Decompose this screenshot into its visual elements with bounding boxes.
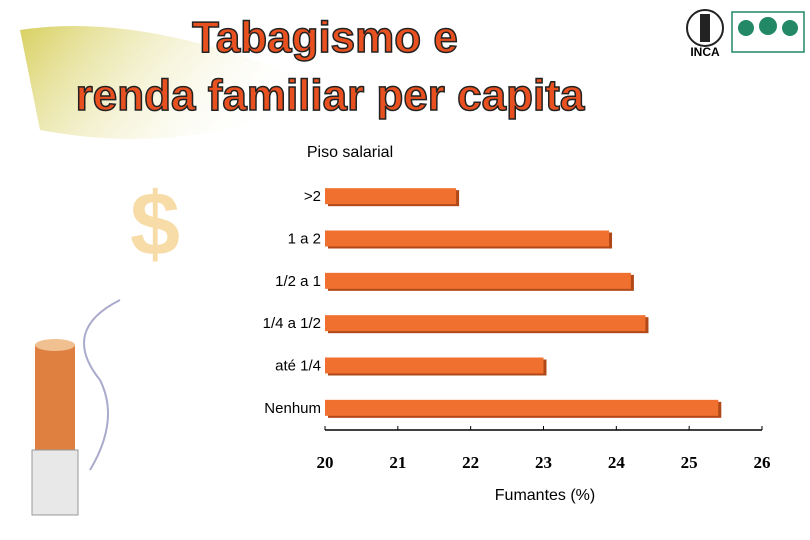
- smoke: [83, 299, 121, 471]
- bar: [325, 188, 457, 205]
- x-tick-label: 24: [608, 453, 626, 472]
- bar: [325, 357, 544, 374]
- cigarette: [31, 339, 79, 516]
- y-tick-label: 1 a 2: [288, 230, 321, 247]
- x-tick-label: 21: [389, 453, 406, 472]
- y-tick-label: >2: [304, 188, 321, 205]
- inca-logo: INCA: [686, 9, 724, 59]
- dollar-symbol: $: [130, 175, 180, 275]
- x-tick-label: 25: [681, 453, 698, 472]
- x-axis-label: Fumantes (%): [495, 487, 595, 504]
- title-line: renda familiar per capita: [76, 71, 585, 120]
- x-tick-label: 26: [754, 453, 771, 472]
- logo-text: INCA: [690, 45, 720, 59]
- title-line: Tabagismo e: [192, 13, 458, 62]
- bar: [325, 399, 719, 416]
- x-tick-label: 23: [535, 453, 552, 472]
- trees-logo: [731, 11, 805, 53]
- bar: [325, 272, 631, 289]
- x-tick-label: 22: [462, 453, 479, 472]
- y-tick-label: Nenhum: [264, 400, 321, 417]
- x-tick-label: 20: [317, 453, 334, 472]
- bar: [325, 230, 610, 247]
- y-axis-label: Piso salarial: [307, 144, 393, 161]
- y-tick-label: até 1/4: [275, 357, 321, 374]
- swoosh: [20, 26, 330, 139]
- bar: [325, 315, 646, 332]
- y-tick-label: 1/4 a 1/2: [263, 315, 321, 332]
- y-tick-label: 1/2 a 1: [275, 273, 321, 290]
